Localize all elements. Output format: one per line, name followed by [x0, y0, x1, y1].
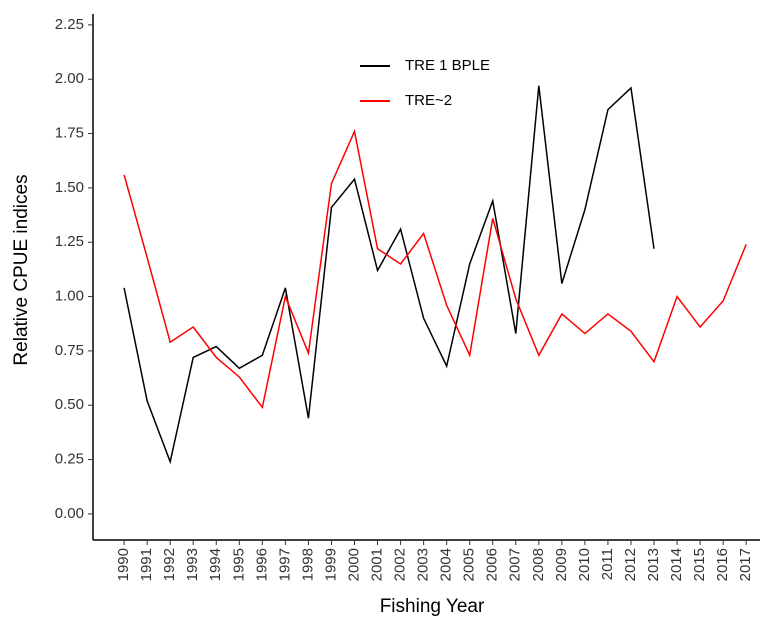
x-tick-label: 2005 [461, 548, 478, 581]
x-axis-title: Fishing Year [380, 596, 485, 617]
y-tick-label: 0.25 [55, 451, 84, 468]
x-tick-label: 1993 [184, 548, 201, 581]
y-tick-label: 1.25 [55, 233, 84, 250]
x-tick-label: 2015 [691, 548, 708, 581]
x-tick-label: 2001 [369, 548, 386, 581]
y-tick-label: 1.50 [55, 179, 84, 196]
series-line [123, 85, 655, 465]
x-tick-label: 2002 [392, 548, 409, 581]
series-line [123, 128, 747, 410]
legend-label: TRE 1 BPLE [405, 57, 490, 74]
x-tick-label: 2007 [507, 548, 524, 581]
y-tick-label: 1.00 [55, 288, 84, 305]
x-tick-label: 1996 [253, 548, 270, 581]
x-tick-label: 1998 [299, 548, 316, 581]
x-tick-label: 2012 [622, 548, 639, 581]
y-tick-label: 2.00 [55, 70, 84, 87]
y-tick-label: 0.75 [55, 342, 84, 359]
x-tick-label: 2016 [714, 548, 731, 581]
x-tick-label: 1991 [138, 548, 155, 581]
x-tick-label: 2000 [345, 548, 362, 581]
x-tick-label: 2009 [553, 548, 570, 581]
x-tick-label: 1992 [161, 548, 178, 581]
y-tick-label: 0.50 [55, 396, 84, 413]
x-tick-label: 2008 [530, 548, 547, 581]
x-tick-label: 1994 [207, 548, 224, 581]
x-tick-label: 2013 [645, 548, 662, 581]
x-tick-label: 2017 [737, 548, 754, 581]
x-tick-label: 1995 [230, 548, 247, 581]
x-tick-label: 2014 [668, 548, 685, 581]
x-tick-label: 1997 [276, 548, 293, 581]
x-tick-label: 2010 [576, 548, 593, 581]
y-tick-label: 2.25 [55, 16, 84, 33]
y-tick-label: 0.00 [55, 505, 84, 522]
y-axis-title: Relative CPUE indices [11, 174, 32, 365]
x-tick-label: 2003 [415, 548, 432, 581]
x-tick-label: 1990 [115, 548, 132, 581]
y-tick-label: 1.75 [55, 125, 84, 142]
x-tick-label: 1999 [322, 548, 339, 581]
legend-label: TRE~2 [405, 92, 452, 109]
x-tick-label: 2004 [438, 548, 455, 581]
x-tick-label: 2006 [484, 548, 501, 581]
x-tick-label: 2011 [599, 548, 616, 580]
